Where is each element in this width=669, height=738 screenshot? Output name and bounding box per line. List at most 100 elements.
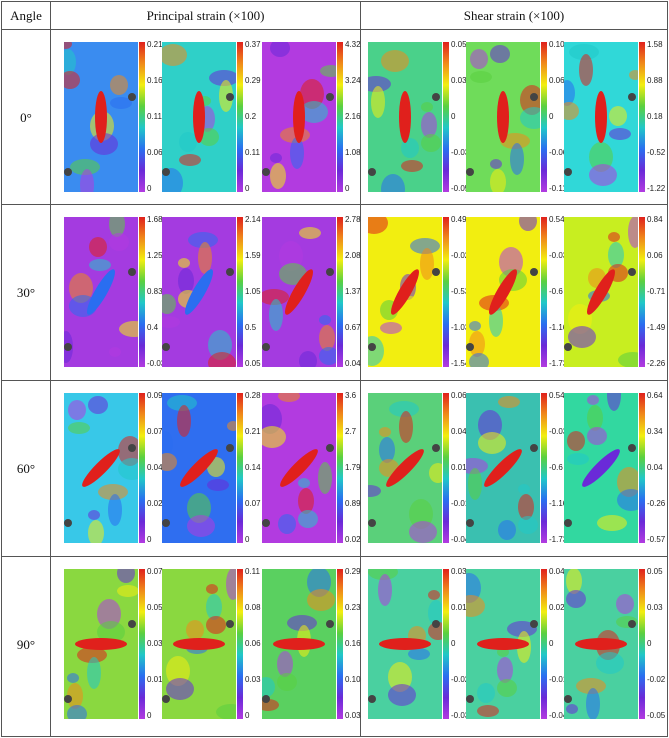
colorbar-tick-label: 0 — [549, 112, 554, 121]
colorbar-tick-label: 0.37 — [245, 40, 261, 49]
colorbar-tick-label: 1.59 — [245, 251, 261, 260]
colorbar-tick-label: 0.06 — [549, 76, 565, 85]
colorbar-tick-label: 0.09 — [147, 391, 163, 400]
colorbar-tick-label: 2.16 — [345, 112, 361, 121]
colorbar-tick-label: 0.03 — [345, 711, 361, 720]
colorbar-tick-label: -1.73 — [549, 535, 568, 544]
principal-colorbar — [139, 393, 145, 543]
shear-colorbar — [541, 569, 547, 719]
colorbar-tick-label: 0 — [245, 184, 250, 193]
principal-strain-map — [162, 42, 236, 192]
colorbar-tick-label: 0.03 — [451, 76, 467, 85]
colorbar-tick-label: 0.05 — [245, 359, 261, 368]
colorbar-tick-label: -1.16 — [549, 323, 568, 332]
colorbar-tick-label: 0.4 — [147, 323, 159, 332]
colorbar-tick-label: 0.04 — [345, 359, 361, 368]
colorbar-tick-label: 2.78 — [345, 215, 361, 224]
principal-colorbar — [337, 217, 343, 367]
colorbar-tick-label: 0.06 — [451, 391, 467, 400]
colorbar-tick-label: -0.6 — [549, 463, 563, 472]
colorbar-tick-label: 0.34 — [647, 427, 663, 436]
colorbar-tick-label: 1.58 — [647, 40, 663, 49]
principal-colorbar — [139, 42, 145, 192]
principal-colorbar — [337, 42, 343, 192]
colorbar-tick-label: 4.32 — [345, 40, 361, 49]
shear-colorbar — [443, 42, 449, 192]
colorbar-tick-label: -1.73 — [549, 359, 568, 368]
principal-colorbar — [139, 217, 145, 367]
principal-colorbar — [237, 569, 243, 719]
colorbar-tick-label: -0.01 — [549, 675, 568, 684]
colorbar-tick-label: 2.08 — [345, 251, 361, 260]
colorbar-tick-label: 0.05 — [451, 40, 467, 49]
shear-strain-map — [564, 217, 638, 367]
colorbar-tick-label: 0.01 — [451, 603, 467, 612]
colorbar-tick-label: 0.16 — [147, 76, 163, 85]
colorbar-tick-label: 0.05 — [147, 603, 163, 612]
colorbar-tick-label: -0.03 — [549, 251, 568, 260]
colorbar-tick-label: 0 — [549, 639, 554, 648]
colorbar-tick-label: 1.37 — [345, 287, 361, 296]
colorbar-tick-label: 0 — [451, 112, 456, 121]
shear-colorbar — [443, 569, 449, 719]
colorbar-tick-label: 0.29 — [345, 567, 361, 576]
colorbar-tick-label: -0.57 — [647, 535, 666, 544]
principal-strain-map — [64, 393, 138, 543]
principal-strain-map — [262, 217, 336, 367]
colorbar-tick-label: 0.21 — [147, 40, 163, 49]
colorbar-tick-label: 0.04 — [451, 427, 467, 436]
colorbar-tick-label: 0.11 — [245, 567, 260, 576]
colorbar-tick-label: 0.18 — [647, 112, 663, 121]
colorbar-tick-label: 0.02 — [147, 499, 163, 508]
header-principal-strain: Principal strain (×100) — [146, 8, 265, 23]
colorbar-tick-label: -1.54 — [451, 359, 470, 368]
shear-strain-map — [564, 42, 638, 192]
colorbar-tick-label: -2.26 — [647, 359, 666, 368]
colorbar-tick-label: -0.02 — [647, 675, 666, 684]
colorbar-tick-label: 0.64 — [647, 391, 663, 400]
shear-colorbar — [541, 42, 547, 192]
colorbar-tick-label: -0.26 — [647, 499, 666, 508]
shear-colorbar — [639, 42, 645, 192]
colorbar-tick-label: 0.05 — [647, 567, 663, 576]
principal-colorbar — [337, 393, 343, 543]
colorbar-tick-label: 0.84 — [647, 215, 663, 224]
colorbar-tick-label: 0.07 — [245, 499, 261, 508]
colorbar-tick-label: 1.79 — [345, 463, 361, 472]
shear-colorbar — [541, 393, 547, 543]
principal-strain-map — [262, 569, 336, 719]
colorbar-tick-label: -0.02 — [451, 251, 470, 260]
angle-label: 30° — [16, 284, 36, 300]
colorbar-tick-label: 0.23 — [345, 603, 361, 612]
principal-colorbar — [237, 393, 243, 543]
colorbar-tick-label: -0.52 — [647, 148, 666, 157]
shear-strain-map — [368, 217, 442, 367]
colorbar-tick-label: 0 — [451, 639, 456, 648]
colorbar-tick-label: -0.71 — [647, 287, 666, 296]
principal-strain-map — [64, 217, 138, 367]
colorbar-tick-label: -1.49 — [647, 323, 666, 332]
colorbar-tick-label: 0.5 — [245, 323, 257, 332]
shear-strain-map — [466, 217, 540, 367]
shear-strain-map — [466, 569, 540, 719]
colorbar-tick-label: 0 — [147, 711, 152, 720]
principal-colorbar — [237, 42, 243, 192]
colorbar-tick-label: -0.53 — [451, 287, 470, 296]
principal-strain-map — [64, 42, 138, 192]
angle-label: 0° — [20, 109, 32, 125]
shear-strain-map — [368, 569, 442, 719]
shear-colorbar — [443, 393, 449, 543]
colorbar-tick-label: 0.14 — [245, 463, 261, 472]
colorbar-tick-label: 0.04 — [549, 567, 565, 576]
colorbar-tick-label: 0.06 — [147, 148, 163, 157]
colorbar-tick-label: 0.21 — [245, 427, 261, 436]
colorbar-tick-label: -0.02 — [451, 675, 470, 684]
principal-colorbar — [237, 217, 243, 367]
colorbar-tick-label: 0.06 — [647, 251, 663, 260]
colorbar-tick-label: -0.04 — [451, 535, 470, 544]
shear-colorbar — [541, 217, 547, 367]
colorbar-tick-label: 3.24 — [345, 76, 361, 85]
colorbar-tick-label: -0.03 — [147, 359, 166, 368]
colorbar-tick-label: 0 — [245, 535, 250, 544]
